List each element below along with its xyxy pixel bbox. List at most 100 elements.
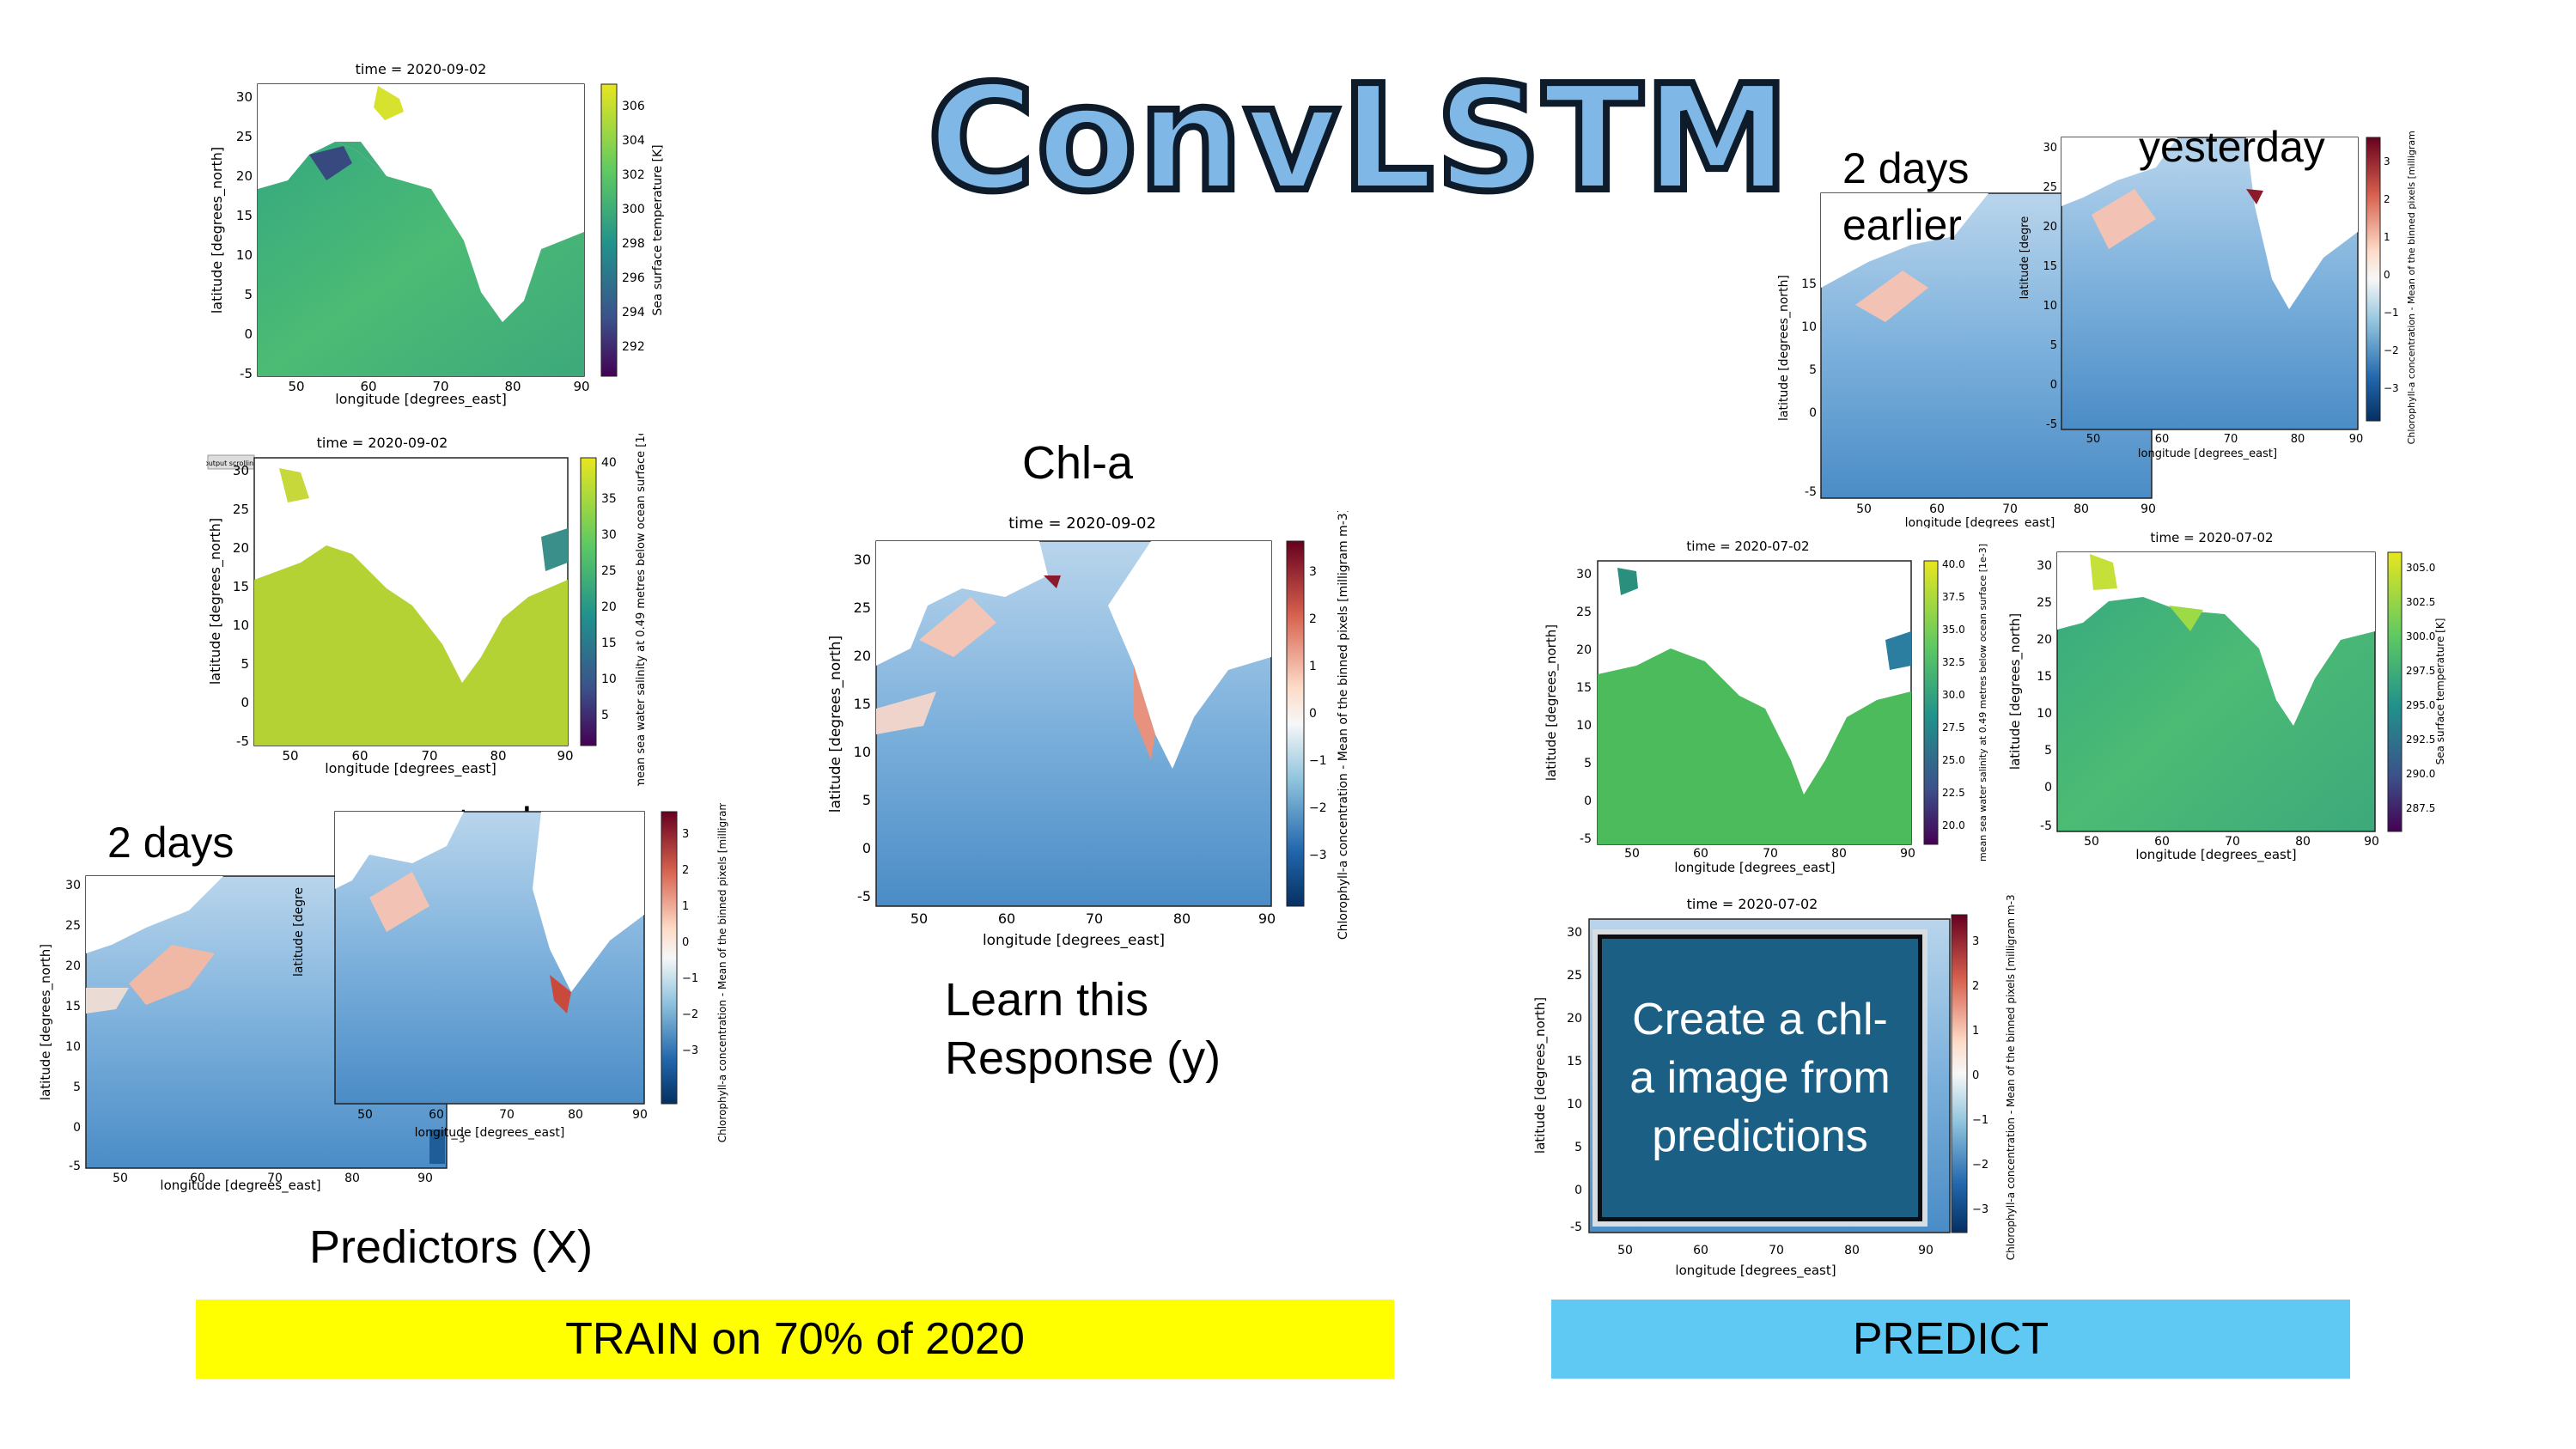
svg-text:0: 0 bbox=[2044, 781, 2052, 795]
colorbar-label: Chlorophyll-a concentration - Mean of th… bbox=[716, 803, 728, 1142]
svg-text:60: 60 bbox=[1929, 502, 1945, 516]
colorbar bbox=[661, 811, 678, 1105]
svg-text:22.5: 22.5 bbox=[1942, 787, 1965, 799]
svg-text:20: 20 bbox=[1567, 1012, 1582, 1026]
svg-text:-5: -5 bbox=[69, 1160, 81, 1173]
svg-text:25: 25 bbox=[1567, 969, 1582, 983]
svg-text:90: 90 bbox=[1918, 1244, 1934, 1257]
svg-text:50: 50 bbox=[2086, 433, 2101, 446]
svg-text:70: 70 bbox=[1769, 1244, 1784, 1257]
x-ticks: 50 60 70 80 90 bbox=[288, 379, 589, 394]
svg-text:70: 70 bbox=[267, 1172, 283, 1185]
colorbar-ticks: 305.0 302.5 300.0 297.5 295.0 292.5 290.… bbox=[2406, 562, 2435, 814]
chl-a-label: Chl-a bbox=[1022, 437, 1134, 489]
svg-text:30: 30 bbox=[1567, 926, 1582, 940]
plot-ylabel: latitude [degrees_north] bbox=[2007, 613, 2024, 770]
colorbar bbox=[580, 457, 597, 746]
label-line: Learn this bbox=[945, 974, 1149, 1026]
svg-text:-5: -5 bbox=[1570, 1221, 1582, 1234]
svg-text:30: 30 bbox=[2037, 559, 2052, 573]
svg-text:-5: -5 bbox=[2040, 819, 2052, 833]
colorbar bbox=[2366, 137, 2381, 422]
svg-text:25: 25 bbox=[65, 919, 81, 933]
svg-text:0: 0 bbox=[1574, 1184, 1582, 1197]
svg-text:60: 60 bbox=[2155, 433, 2170, 446]
svg-text:60: 60 bbox=[429, 1108, 444, 1122]
plot-xlabel: longitude [degrees_east] bbox=[415, 1126, 565, 1140]
svg-text:292: 292 bbox=[622, 340, 645, 354]
x-tick: 90 bbox=[573, 379, 589, 394]
svg-text:15: 15 bbox=[1801, 277, 1817, 291]
svg-text:2: 2 bbox=[682, 864, 689, 877]
svg-text:287.5: 287.5 bbox=[2406, 802, 2435, 814]
svg-text:5: 5 bbox=[241, 656, 249, 672]
svg-text:2: 2 bbox=[2384, 193, 2390, 205]
svg-text:25: 25 bbox=[2043, 181, 2057, 194]
svg-text:290.0: 290.0 bbox=[2406, 768, 2435, 780]
svg-text:30: 30 bbox=[1576, 568, 1592, 581]
svg-text:1: 1 bbox=[2384, 231, 2390, 243]
svg-text:output scrolling: output scrolling bbox=[206, 460, 258, 467]
svg-text:15: 15 bbox=[2037, 670, 2052, 684]
svg-text:-5: -5 bbox=[857, 888, 871, 904]
svg-text:50: 50 bbox=[2084, 835, 2099, 849]
plot-xlabel: longitude [degrees_east] bbox=[335, 391, 507, 408]
svg-text:-5: -5 bbox=[2046, 418, 2057, 431]
svg-text:1: 1 bbox=[1972, 1025, 1979, 1038]
svg-text:3: 3 bbox=[2384, 155, 2390, 167]
svg-text:35.0: 35.0 bbox=[1942, 624, 1965, 636]
svg-text:20: 20 bbox=[2043, 221, 2057, 234]
svg-text:90: 90 bbox=[1900, 847, 1915, 861]
svg-text:0: 0 bbox=[682, 936, 689, 949]
y-ticks: 30 25 20 15 10 5 0 -5 bbox=[854, 551, 871, 904]
svg-text:5: 5 bbox=[1574, 1141, 1582, 1154]
colorbar bbox=[2387, 551, 2402, 832]
svg-text:15: 15 bbox=[854, 696, 871, 712]
svg-text:15: 15 bbox=[2043, 260, 2057, 273]
x-ticks: 50 60 70 80 90 bbox=[282, 748, 573, 764]
x-tick: 60 bbox=[360, 379, 376, 394]
yesterday-label-right: yesterday bbox=[2139, 123, 2325, 171]
svg-text:294: 294 bbox=[622, 306, 645, 320]
svg-text:−3: −3 bbox=[2384, 382, 2399, 394]
svg-text:-5: -5 bbox=[236, 734, 249, 749]
predictors-label: Predictors (X) bbox=[309, 1221, 594, 1273]
svg-text:292.5: 292.5 bbox=[2406, 734, 2435, 746]
sst-plot-right: time = 2020-07-02 longitude [degrees_eas… bbox=[2007, 530, 2446, 863]
svg-text:−1: −1 bbox=[2384, 307, 2399, 319]
y-tick: 0 bbox=[244, 326, 253, 342]
svg-text:15: 15 bbox=[233, 579, 249, 594]
colorbar bbox=[1286, 540, 1305, 907]
svg-text:10: 10 bbox=[854, 744, 871, 760]
svg-text:10: 10 bbox=[233, 618, 249, 633]
svg-text:5: 5 bbox=[601, 709, 609, 722]
colorbar bbox=[1951, 914, 1968, 1233]
colorbar-ticks: 3 2 1 0 −1 −2 −3 bbox=[1972, 935, 1988, 1216]
label-line: 2 days bbox=[107, 819, 234, 867]
plot-ylabel: latitude [degrees_north] bbox=[1544, 624, 1560, 781]
svg-text:50: 50 bbox=[357, 1108, 373, 1122]
plot-ylabel: latitude [degrees_north] bbox=[38, 944, 54, 1100]
plot-xlabel: longitude [degrees_east] bbox=[1675, 1263, 1836, 1279]
svg-text:25: 25 bbox=[1576, 606, 1592, 619]
colorbar-label: Chlorophyll-a concentration - Mean of th… bbox=[2406, 129, 2417, 444]
y-tick: 15 bbox=[236, 208, 253, 223]
colorbar-label: mean sea water salinity at 0.49 metres b… bbox=[1977, 544, 1988, 861]
svg-text:3: 3 bbox=[682, 828, 689, 841]
svg-text:50: 50 bbox=[1617, 1244, 1633, 1257]
svg-text:70: 70 bbox=[1763, 847, 1778, 861]
svg-text:27.5: 27.5 bbox=[1942, 721, 1965, 734]
svg-text:30.0: 30.0 bbox=[1942, 689, 1965, 701]
svg-text:30: 30 bbox=[854, 551, 871, 568]
svg-text:20: 20 bbox=[2037, 633, 2052, 647]
svg-text:90: 90 bbox=[632, 1108, 648, 1122]
y-tick: 30 bbox=[236, 89, 253, 105]
svg-text:304: 304 bbox=[622, 134, 645, 148]
plot-ylabel-cut: latitude [degre bbox=[2019, 216, 2031, 300]
x-ticks: 50 60 70 80 90 bbox=[1856, 502, 2156, 516]
label-line: earlier bbox=[1842, 201, 1962, 249]
x-ticks: 50 60 70 80 90 bbox=[113, 1172, 433, 1185]
svg-text:60: 60 bbox=[1693, 847, 1708, 861]
label-line: 2 days bbox=[1842, 144, 1970, 192]
svg-text:25: 25 bbox=[233, 502, 249, 517]
